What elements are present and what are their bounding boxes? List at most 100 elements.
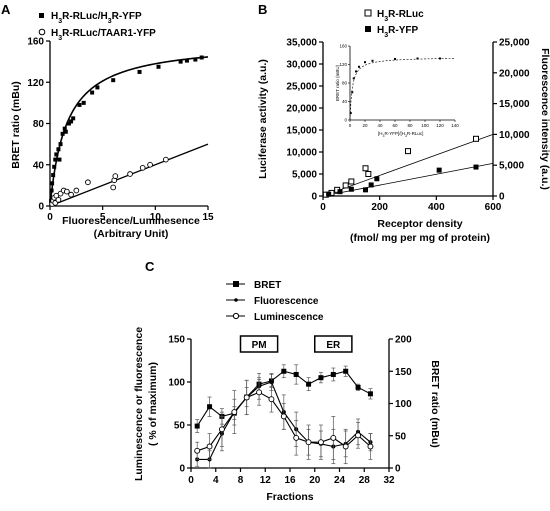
panel-b-left-y-axis-label: Luciferase activity (a.u.) — [257, 59, 269, 179]
panel-a-point-taar1 — [112, 173, 119, 179]
panel-c-right-y-tick-label: 200 — [395, 335, 412, 346]
panel-c-right-y-tick-label: 50 — [395, 431, 407, 442]
panel-a-point-taar1 — [147, 161, 153, 168]
panel-b-point-rluc — [362, 165, 369, 172]
panel-c-point-luminescence — [243, 394, 250, 401]
panel-b-x-tick-label: 400 — [428, 202, 445, 213]
inset-y-tick-label: 120 — [339, 62, 347, 67]
panel-b-x-axis-sublabel: (fmol/ mg per mg of protein) — [350, 232, 490, 244]
panel-c-legend-label-luminescence: Luminescence — [254, 312, 324, 323]
inset-x-tick-label: 80 — [407, 123, 413, 128]
panel-a-point-h3r-yfp — [56, 147, 61, 152]
panel-b-inset: 0 40 80 120 160 0 20 40 60 80 100 120 140 BRET rati… — [335, 44, 459, 139]
inset-y-axis-label: BRET ratio (mBU) — [335, 64, 340, 101]
inset-x-tick-label: 60 — [392, 123, 398, 128]
panel-a-point-taar1 — [85, 179, 91, 186]
panel-b-x-tick-label: 0 — [320, 202, 326, 213]
panel-b-point-yfp — [337, 189, 343, 195]
panel-b-point-yfp — [368, 182, 374, 188]
inset-x-tick-label: 100 — [421, 123, 429, 128]
panel-c-point-luminescence — [293, 434, 300, 441]
panel-c-legend-marker-bret — [233, 281, 239, 287]
panel-b-x-tick-label: 600 — [485, 202, 502, 213]
panel-b-legend-marker-yfp — [365, 26, 371, 32]
panel-c-x-axis-label: Fractions — [266, 491, 313, 503]
panel-a-point-h3r-yfp — [71, 116, 76, 121]
inset-point — [364, 61, 366, 64]
panel-c-point-luminescence — [330, 434, 337, 441]
panel-c-x-tick-label: 32 — [383, 475, 395, 486]
panel-b-legend-label-yfp: H3R-YFP — [377, 25, 418, 39]
panel-c-legend-label-bret: BRET — [254, 280, 281, 291]
panel-c-right-y-tick-label: 150 — [395, 367, 412, 378]
inset-x-tick-label: 20 — [362, 123, 368, 128]
panel-c-region-label-er: ER — [326, 340, 341, 351]
panel-b-legend-label-rluc: H3R-RLuc — [377, 9, 424, 23]
panel-a-point-taar1 — [68, 191, 74, 198]
panel-a-point-h3r-yfp — [69, 119, 74, 124]
panel-c-point-luminescence — [280, 413, 287, 420]
inset-point — [351, 91, 354, 94]
panel-c-point-bret — [293, 371, 299, 377]
panel-c-point-bret — [367, 391, 373, 397]
panel-c-left-y-tick-label: 0 — [179, 464, 185, 475]
panel-c-point-luminescence — [256, 389, 263, 396]
panel-a-y-tick-label: 120 — [27, 78, 44, 89]
panel-a-point-h3r-yfp — [199, 55, 204, 60]
panel-b-left-y-tick-label: 5,000 — [292, 170, 317, 181]
inset-point — [358, 65, 360, 68]
inset-x-tick-label: 40 — [377, 123, 383, 128]
panel-c-y-axis-sublabel: ( % of maximum) — [147, 362, 159, 446]
panel-c-region-box-er — [314, 335, 353, 353]
panel-b-point-rluc — [365, 171, 372, 177]
panel-a-x-axis-sublabel: (Arbitrary Unit) — [94, 228, 169, 240]
panel-c-point-bret — [318, 375, 324, 381]
panel-c-point-luminescence — [231, 409, 238, 416]
panel-b-left-y-tick-label: 15,000 — [286, 126, 317, 137]
panel-c-letter: C — [145, 259, 155, 274]
panel-b-chart: 0 5,000 10,000 15,000 20,000 25,000 30,000 35,0… — [257, 9, 550, 244]
panel-c-legend-label-fluorescence: Fluorescence — [254, 296, 319, 307]
panel-b-left-y-tick-label: 20,000 — [286, 104, 317, 115]
panel-b-left-y-tick-label: 35,000 — [286, 38, 317, 49]
panel-c-point-luminescence — [342, 443, 349, 450]
panel-a-point-h3r-yfp — [95, 85, 100, 90]
panel-a-y-tick-label: 40 — [33, 160, 45, 171]
panel-c-point-bret — [281, 368, 287, 374]
panel-c-legend-marker-luminescence — [232, 312, 240, 320]
panel-b-point-rluc — [348, 178, 355, 185]
panel-a-legend-marker-h3r-yfp — [39, 13, 44, 18]
panel-c-x-tick-label: 4 — [213, 475, 219, 486]
panel-c-point-bret — [306, 381, 312, 387]
panel-a-point-taar1 — [110, 184, 117, 191]
panel-a-point-taar1 — [139, 164, 146, 171]
panel-b-right-y-tick-label: 5,000 — [499, 161, 524, 172]
panel-b-x-tick-label: 200 — [371, 202, 388, 213]
panel-c-point-luminescence — [206, 443, 213, 450]
panel-a-x-tick-label: 5 — [100, 212, 106, 223]
panel-a-point-taar1 — [73, 187, 80, 194]
panel-b-right-y-tick-label: 20,000 — [499, 68, 530, 79]
panel-c-chart: 0 50 100 150 0 50 100 150 200 0 4 8 12 16 20 24 28 32 P… — [133, 280, 441, 503]
inset-point — [439, 57, 441, 60]
panel-b-x-axis-label: Receptor density — [377, 218, 462, 230]
inset-x-tick-label: 120 — [436, 123, 444, 128]
inset-point — [371, 59, 374, 62]
inset-x-tick-label: 140 — [451, 123, 459, 128]
panel-b-point-yfp — [348, 186, 354, 192]
panel-a-point-h3r-yfp — [50, 181, 55, 186]
panel-a-point-h3r-yfp — [58, 142, 63, 147]
panel-c-x-tick-label: 8 — [238, 475, 244, 486]
panel-b-point-yfp — [363, 187, 368, 193]
panel-b-left-y-tick-label: 10,000 — [286, 148, 317, 159]
panel-b-point-rluc — [473, 135, 479, 142]
panel-a-x-tick-label: 0 — [47, 212, 53, 223]
panel-b-legend-marker-rluc — [364, 9, 372, 17]
panel-a-fit-curve-h3r-yfp — [49, 56, 209, 207]
inset-point — [416, 57, 419, 60]
panel-a-point-h3r-yfp — [81, 100, 86, 105]
panel-c-point-luminescence — [305, 439, 312, 446]
panel-b-right-y-axis-label: Fluorescence intensity (a.u.) — [539, 48, 550, 190]
panel-a-legend-label-h3r-yfp: H3R-RLuc/H3R-YFP — [51, 11, 142, 25]
panel-c-series-bret — [194, 364, 373, 433]
